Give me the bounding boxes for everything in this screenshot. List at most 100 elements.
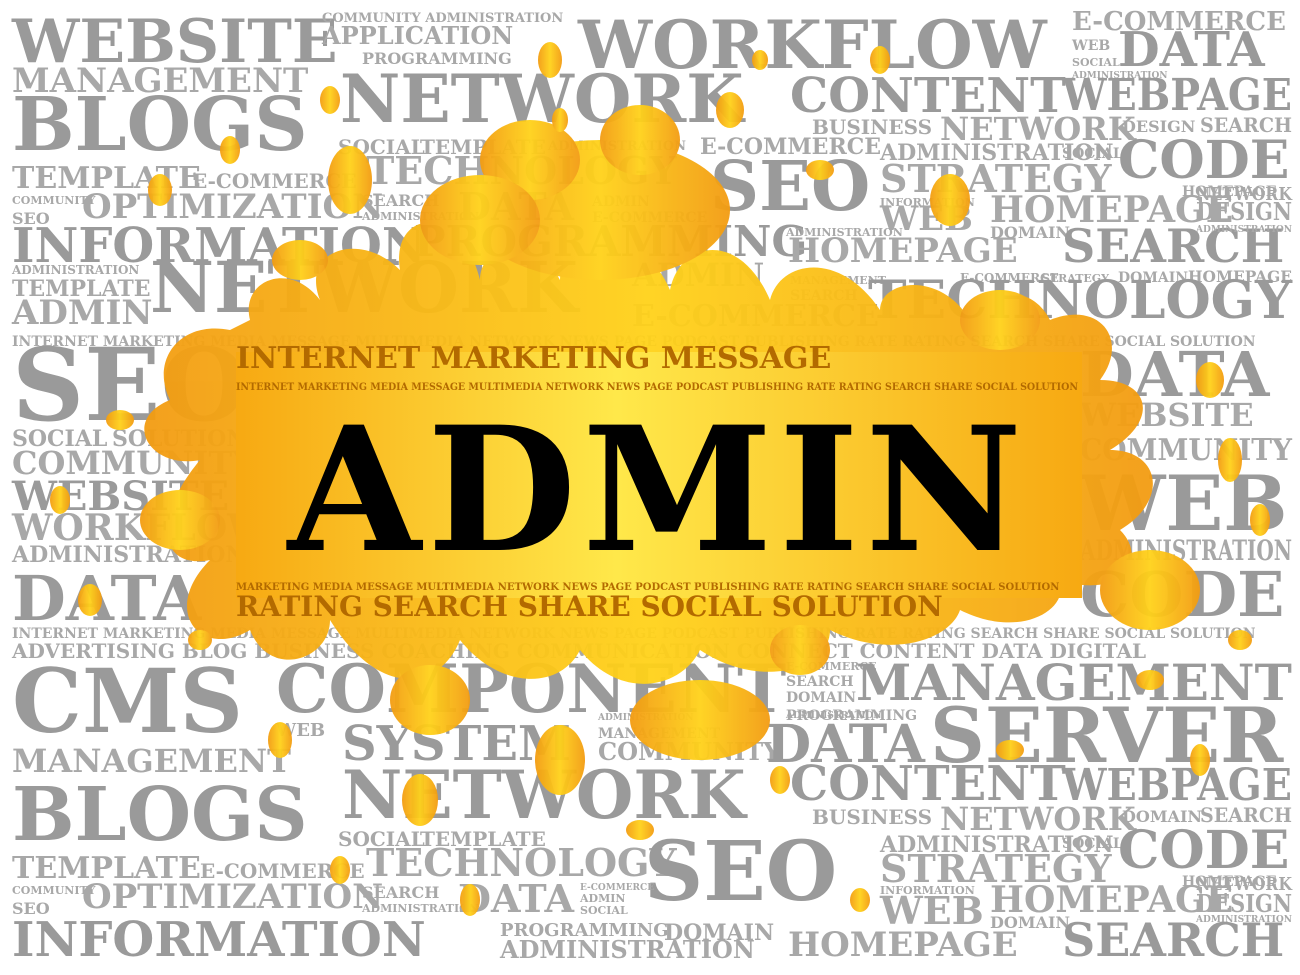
- cloud-word: WORKFLOW: [577, 6, 1048, 84]
- cloud-word: DOMAIN: [786, 690, 856, 706]
- cloud-word: SEARCH: [1062, 913, 1284, 967]
- cloud-word: SOCIAL: [1062, 836, 1123, 852]
- main-title: ADMIN: [287, 388, 1029, 591]
- cloud-word: SEO: [12, 209, 50, 228]
- cloud-word: HOMEPAGE: [788, 231, 1018, 271]
- banner-line: MARKETING MEDIA MESSAGE MULTIMEDIA NETWO…: [236, 582, 1059, 593]
- banner-line: INTERNET MARKETING MESSAGE: [236, 341, 831, 376]
- cloud-word: DESIGN: [1196, 197, 1292, 226]
- cloud-word: HOMEPAGE: [1182, 184, 1277, 200]
- cloud-word: DESIGN: [1196, 889, 1292, 918]
- cloud-word: WEBPAGE: [1061, 760, 1292, 811]
- cloud-word: SEARCH: [1200, 113, 1292, 137]
- cloud-word: NETWORK: [1196, 874, 1293, 895]
- cloud-word: STRATEGY: [1042, 272, 1109, 285]
- cloud-word: TEMPLATE: [420, 827, 546, 851]
- cloud-word: CONTENT: [790, 756, 1066, 812]
- cloud-word: HOMEPAGE: [1188, 267, 1292, 286]
- cloud-word: MANAGEMENT: [12, 742, 291, 780]
- title-band: [236, 352, 1082, 598]
- banner-line: INTERNET MARKETING MEDIA MESSAGE MULTIME…: [236, 382, 1078, 393]
- cloud-word: DOMAIN: [1122, 807, 1202, 826]
- cloud-word: NETWORK: [1196, 184, 1293, 205]
- cloud-word: ADMIN: [579, 892, 625, 905]
- cloud-word: COMMUNITY: [12, 194, 96, 207]
- cloud-word: CMS: [12, 649, 243, 753]
- cloud-word: DESIGN: [1122, 117, 1195, 136]
- cloud-word: COMMUNITY: [12, 884, 96, 897]
- cloud-word: DOMAIN: [990, 223, 1070, 242]
- cloud-word: HOMEPAGE: [1182, 874, 1277, 890]
- cloud-word: SERVER: [930, 691, 1284, 780]
- cloud-word: SEO: [644, 824, 837, 920]
- cloud-word: NETWORK: [940, 800, 1137, 838]
- cloud-word: HOMEPAGE: [788, 925, 1018, 965]
- cloud-word: ADMINISTRATION: [499, 935, 755, 964]
- cloud-word: STRATEGY: [880, 156, 1112, 201]
- cloud-word: MANAGEMENT: [856, 653, 1292, 712]
- cloud-word: TEMPLATE: [12, 851, 201, 886]
- cloud-word: SOCIAL: [580, 904, 628, 917]
- cloud-word: BUSINESS: [812, 115, 932, 139]
- cloud-word: DATA: [1118, 22, 1265, 78]
- banner-line: RATING SEARCH SHARE SOCIAL SOLUTION: [236, 590, 943, 623]
- cloud-word: BLOGS: [12, 772, 308, 858]
- cloud-word: SEARCH: [362, 191, 439, 210]
- cloud-word: SEARCH: [1200, 803, 1292, 827]
- cloud-word: SOCIAL: [338, 827, 425, 851]
- cloud-word: ADMINISTRATION: [361, 902, 479, 915]
- cloud-word: SOCIAL: [1072, 56, 1120, 69]
- cloud-word: E-COMMERCE: [960, 271, 1059, 285]
- cloud-word: DATA: [766, 714, 925, 775]
- cloud-word: CODE: [1118, 820, 1289, 881]
- cloud-word: ADMINISTRATION: [879, 140, 1114, 166]
- cloud-word: E-COMMERCE: [700, 134, 881, 160]
- cloud-word: ADMINISTRATION: [785, 711, 882, 721]
- cloud-word: SEARCH: [1062, 219, 1284, 273]
- cloud-word: PROGRAMMING: [500, 920, 669, 941]
- cloud-word: ADMIN: [11, 293, 152, 333]
- cloud-word: CONTENT: [790, 68, 1066, 124]
- cloud-word: STRATEGY: [880, 846, 1112, 891]
- cloud-word: SEO: [710, 147, 870, 227]
- cloud-word: CODE: [1118, 130, 1289, 191]
- cloud-word: PROGRAMMING: [362, 49, 512, 68]
- cloud-word: SEO: [12, 899, 50, 918]
- cloud-word: ADMINISTRATION: [785, 226, 903, 239]
- cloud-word: SEARCH: [362, 883, 439, 902]
- cloud-word: WEBPAGE: [1061, 70, 1292, 121]
- cloud-word: ADMINISTRATION: [879, 832, 1114, 858]
- cloud-word: WEB: [1071, 38, 1110, 54]
- cloud-word: DOMAIN: [990, 913, 1070, 932]
- cloud-word: SEARCH: [786, 674, 854, 690]
- cloud-word: E-COMMERCE: [1072, 7, 1286, 37]
- cloud-word: PROGRAMMING: [786, 708, 917, 724]
- cloud-word: TEMPLATE: [12, 276, 151, 302]
- cloud-word: COMMUNITY ADMINISTRATION: [322, 11, 563, 26]
- cloud-word: TECHNOLOGY: [366, 840, 677, 885]
- cloud-word: SOCIAL: [12, 426, 107, 452]
- cloud-word: ADMINISTRATION: [11, 263, 139, 277]
- cloud-word: NETWORK: [940, 110, 1137, 148]
- cloud-word: MANAGEMENT: [12, 61, 308, 101]
- cloud-word: BLOGS: [12, 82, 308, 168]
- cloud-word: ADMINISTRATION: [1071, 71, 1168, 81]
- cloud-word: ADMINISTRATION: [1195, 225, 1292, 235]
- cloud-word: BUSINESS: [812, 805, 932, 829]
- cloud-word: DOMAIN: [664, 920, 774, 946]
- cloud-word: OPTIMIZATION: [82, 877, 383, 917]
- cloud-word: ADMINISTRATION: [1195, 915, 1292, 925]
- cloud-word: APPLICATION: [321, 21, 513, 50]
- cloud-word: E-COMMERCE: [580, 883, 654, 893]
- cloud-word: WEBSITE: [11, 7, 338, 77]
- cloud-word: WEB: [879, 888, 984, 933]
- cloud-word: DOMAIN: [1118, 270, 1188, 286]
- cloud-word: INFORMATION: [12, 912, 426, 968]
- cloud-word: SOCIAL: [1062, 146, 1123, 162]
- cloud-word: HOMEPAGE: [990, 189, 1233, 231]
- cloud-word: HOMEPAGE: [990, 879, 1233, 921]
- cloud-word: DATA: [12, 562, 202, 635]
